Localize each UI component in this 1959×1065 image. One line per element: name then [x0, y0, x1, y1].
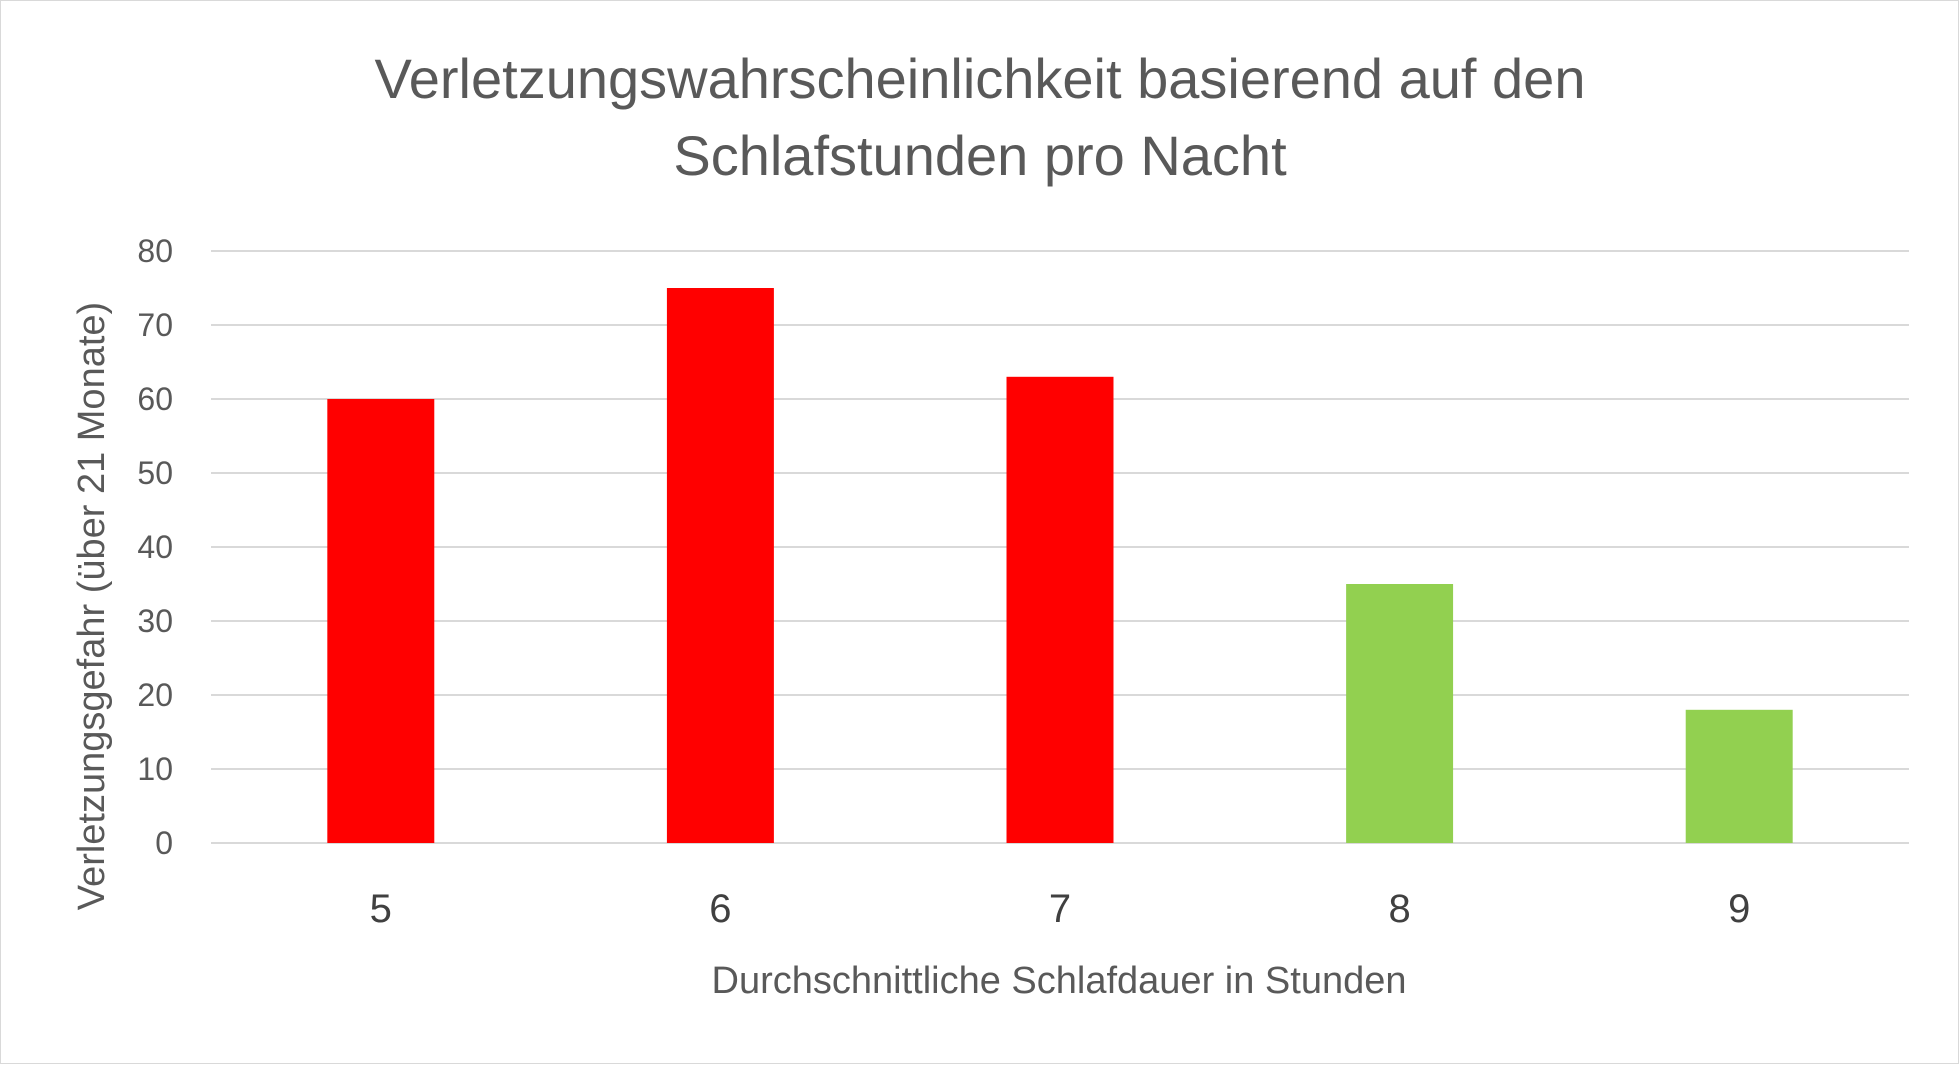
y-axis-label: Verletzungsgefahr (über 21 Monate): [71, 302, 113, 910]
x-tick-label: 7: [1049, 887, 1071, 931]
y-tick-label: 0: [155, 825, 173, 861]
bar-7: [1006, 376, 1114, 843]
y-axis-ticks: 0 10 20 30 40 50 60 70 80: [137, 233, 173, 861]
y-tick-label: 60: [137, 381, 173, 417]
x-tick-label: 8: [1388, 887, 1410, 931]
x-tick-label: 9: [1728, 887, 1750, 931]
y-tick-label: 30: [137, 603, 173, 639]
bar-6: [666, 288, 774, 843]
chart-title-line-1: Verletzungswahrscheinlichkeit basierend …: [375, 47, 1586, 110]
chart-title-line-2: Schlafstunden pro Nacht: [673, 124, 1287, 187]
y-tick-label: 40: [137, 529, 173, 565]
bar-9: [1685, 709, 1793, 843]
bars: [327, 288, 1793, 843]
y-tick-label: 70: [137, 307, 173, 343]
x-tick-label: 6: [709, 887, 731, 931]
y-tick-label: 50: [137, 455, 173, 491]
y-tick-label: 10: [137, 751, 173, 787]
x-axis-ticks: 5 6 7 8 9: [370, 887, 1751, 931]
x-axis-label: Durchschnittliche Schlafdauer in Stunden: [712, 960, 1407, 1002]
y-tick-label: 80: [137, 233, 173, 269]
bar-8: [1346, 584, 1454, 843]
x-tick-label: 5: [370, 887, 392, 931]
y-tick-label: 20: [137, 677, 173, 713]
bar-5: [327, 399, 435, 843]
